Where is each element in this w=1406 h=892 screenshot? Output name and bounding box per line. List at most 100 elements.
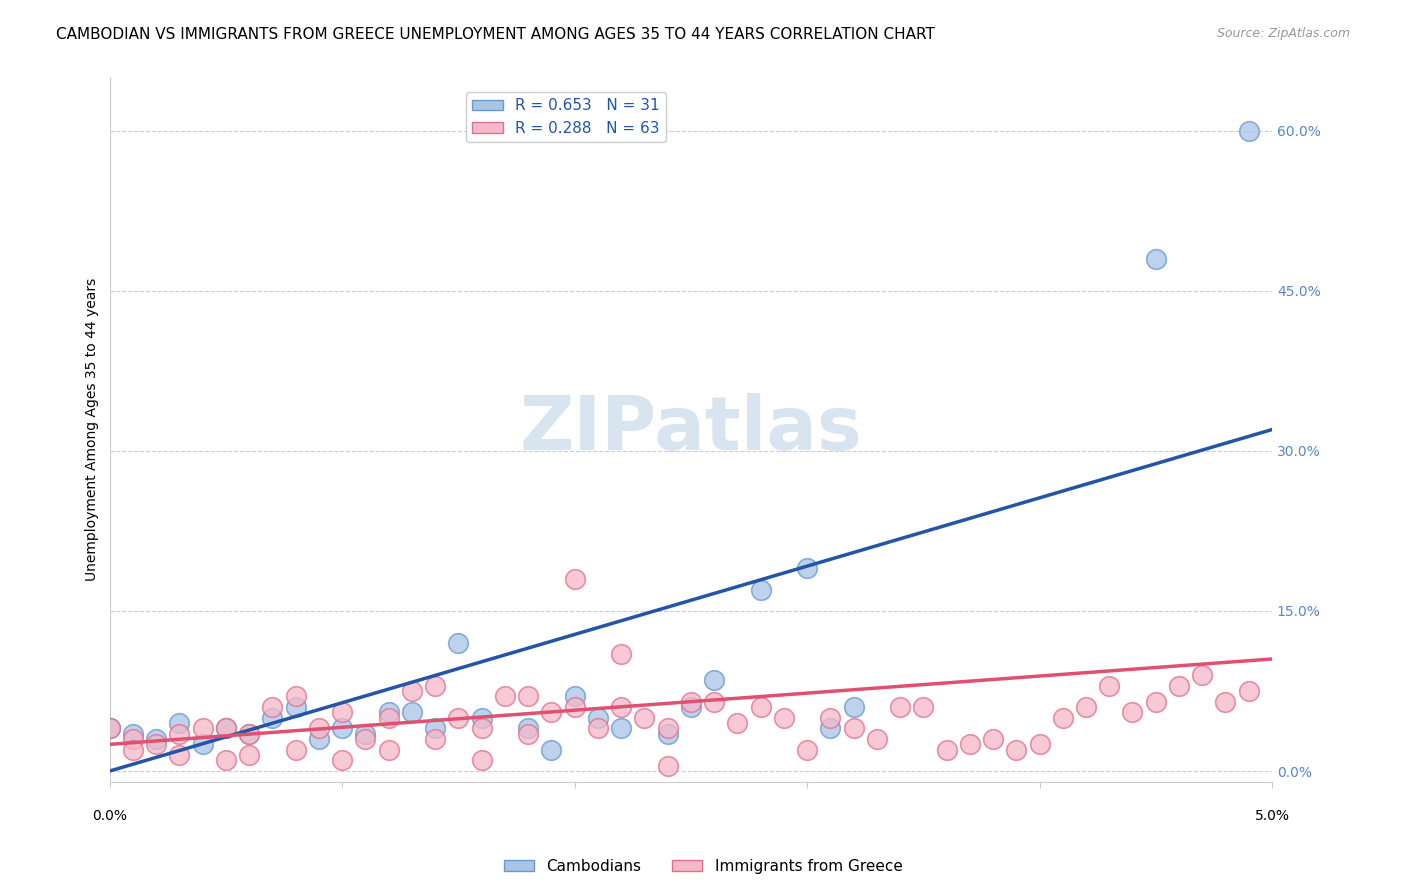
Point: [657, 722, 679, 736]
Text: 5.0%: 5.0%: [1254, 809, 1289, 823]
Point: [749, 700, 772, 714]
Point: [98, 722, 121, 736]
Legend: R = 0.653   N = 31, R = 0.288   N = 63: R = 0.653 N = 31, R = 0.288 N = 63: [465, 92, 665, 142]
Point: [423, 679, 446, 693]
Legend: Cambodians, Immigrants from Greece: Cambodians, Immigrants from Greece: [498, 853, 908, 880]
Point: [1005, 742, 1028, 756]
Point: [284, 700, 307, 714]
Point: [820, 711, 842, 725]
Point: [1191, 668, 1213, 682]
Point: [284, 742, 307, 756]
Point: [262, 711, 284, 725]
Point: [586, 722, 609, 736]
Text: ZIPatlas: ZIPatlas: [520, 393, 862, 467]
Point: [657, 727, 679, 741]
Point: [679, 695, 702, 709]
Point: [959, 737, 981, 751]
Point: [215, 753, 238, 767]
Point: [122, 731, 145, 746]
Point: [377, 742, 399, 756]
Point: [471, 722, 494, 736]
Point: [330, 753, 353, 767]
Point: [820, 722, 842, 736]
Point: [1074, 700, 1097, 714]
Point: [517, 727, 540, 741]
Point: [169, 727, 191, 741]
Point: [610, 722, 633, 736]
Text: Source: ZipAtlas.com: Source: ZipAtlas.com: [1216, 27, 1350, 40]
Point: [494, 690, 516, 704]
Point: [749, 582, 772, 597]
Point: [169, 716, 191, 731]
Point: [1168, 679, 1191, 693]
Point: [308, 722, 330, 736]
Point: [842, 722, 865, 736]
Point: [191, 722, 214, 736]
Point: [564, 700, 586, 714]
Y-axis label: Unemployment Among Ages 35 to 44 years: Unemployment Among Ages 35 to 44 years: [86, 278, 100, 582]
Point: [842, 700, 865, 714]
Point: [145, 737, 167, 751]
Point: [122, 742, 145, 756]
Point: [169, 747, 191, 762]
Point: [772, 711, 794, 725]
Point: [1144, 695, 1167, 709]
Point: [215, 722, 238, 736]
Point: [586, 711, 609, 725]
Point: [145, 731, 167, 746]
Point: [1215, 695, 1237, 709]
Point: [354, 727, 377, 741]
Point: [354, 731, 377, 746]
Point: [215, 722, 238, 736]
Point: [471, 753, 494, 767]
Point: [703, 695, 725, 709]
Point: [981, 731, 1004, 746]
Point: [98, 722, 121, 736]
Point: [1237, 684, 1260, 698]
Point: [866, 731, 889, 746]
Point: [540, 706, 562, 720]
Point: [262, 700, 284, 714]
Point: [1052, 711, 1074, 725]
Point: [1144, 252, 1167, 266]
Point: [679, 700, 702, 714]
Point: [517, 690, 540, 704]
Point: [540, 742, 562, 756]
Point: [401, 684, 423, 698]
Point: [447, 711, 470, 725]
Point: [1028, 737, 1050, 751]
Point: [564, 690, 586, 704]
Point: [935, 742, 957, 756]
Text: 0.0%: 0.0%: [93, 809, 127, 823]
Point: [912, 700, 935, 714]
Point: [377, 711, 399, 725]
Point: [401, 706, 423, 720]
Point: [284, 690, 307, 704]
Point: [564, 572, 586, 586]
Point: [703, 673, 725, 688]
Point: [238, 727, 260, 741]
Point: [191, 737, 214, 751]
Point: [1098, 679, 1121, 693]
Point: [610, 647, 633, 661]
Point: [377, 706, 399, 720]
Point: [471, 711, 494, 725]
Point: [796, 742, 818, 756]
Text: CAMBODIAN VS IMMIGRANTS FROM GREECE UNEMPLOYMENT AMONG AGES 35 TO 44 YEARS CORRE: CAMBODIAN VS IMMIGRANTS FROM GREECE UNEM…: [56, 27, 935, 42]
Point: [330, 706, 353, 720]
Point: [447, 636, 470, 650]
Point: [122, 727, 145, 741]
Point: [633, 711, 655, 725]
Point: [796, 561, 818, 575]
Point: [725, 716, 748, 731]
Point: [238, 727, 260, 741]
Point: [238, 747, 260, 762]
Point: [657, 758, 679, 772]
Point: [889, 700, 911, 714]
Point: [330, 722, 353, 736]
Point: [1237, 124, 1260, 138]
Point: [610, 700, 633, 714]
Point: [423, 722, 446, 736]
Point: [308, 731, 330, 746]
Point: [1121, 706, 1143, 720]
